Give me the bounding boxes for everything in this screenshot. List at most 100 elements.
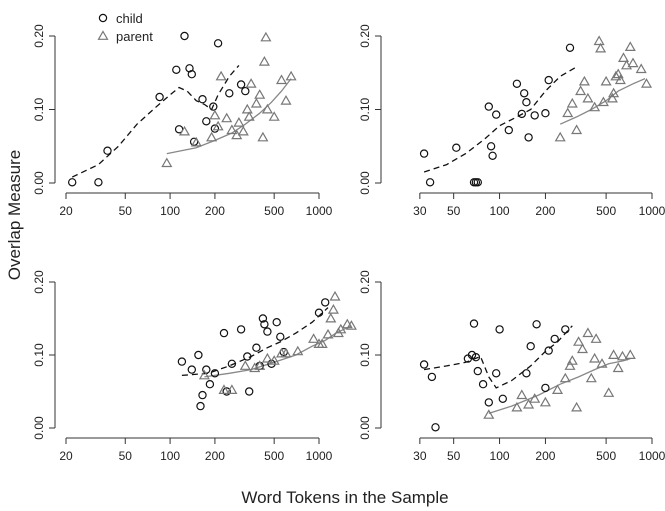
parent-trend-line [559, 78, 646, 125]
child-point [471, 353, 481, 362]
child-point [484, 398, 493, 407]
child-point [498, 394, 507, 403]
child-point [276, 332, 285, 341]
parent-point [620, 59, 633, 70]
child-point [187, 365, 196, 374]
parent-point [261, 352, 273, 363]
x-tick-label: 200 [205, 204, 225, 218]
child-point [177, 357, 187, 366]
x-tick-label: 500 [264, 204, 284, 218]
child-point [544, 75, 553, 85]
legend-parent-label: parent [116, 29, 153, 44]
child-point [431, 423, 440, 432]
child-trend-line [71, 64, 240, 178]
child-point [544, 346, 553, 355]
child-point [565, 43, 575, 53]
parent-point [529, 393, 541, 403]
x-tick-label: 1000 [639, 204, 665, 218]
x-tick-label: 1000 [306, 449, 333, 463]
child-point [517, 109, 527, 119]
parent-point [280, 347, 292, 358]
parent-point [261, 103, 273, 114]
child-point [427, 372, 437, 382]
parent-point [617, 52, 630, 62]
parent-point [325, 312, 337, 323]
x-tick-label: 500 [596, 449, 616, 463]
child-point [205, 380, 215, 389]
parent-point [249, 362, 261, 373]
x-tick-label: 100 [160, 204, 180, 218]
child-point [486, 142, 496, 151]
parent-point [239, 360, 251, 370]
x-tick-label: 200 [535, 449, 555, 463]
legend: child parent [97, 11, 153, 44]
y-tick-label: 0.00 [32, 416, 46, 440]
child-point [526, 342, 535, 351]
legend-child-label: child [116, 11, 143, 26]
child-point [194, 350, 203, 360]
x-tick-label: 200 [205, 449, 225, 463]
parent-point [511, 401, 523, 412]
child-point [419, 149, 429, 158]
x-tick-label: 100 [490, 204, 510, 218]
x-tick-label: 50 [119, 449, 133, 463]
parent-point [221, 112, 233, 123]
parent-point [576, 343, 589, 354]
parent-point [593, 35, 605, 46]
child-point [263, 327, 272, 336]
child-point [425, 178, 435, 187]
parent-point [483, 409, 495, 419]
parent-point [590, 333, 602, 343]
parent-point [292, 345, 304, 356]
parent-point [516, 389, 528, 400]
parent-point [280, 94, 292, 105]
child-point [512, 79, 522, 89]
parent-point [268, 111, 280, 121]
parent-point [523, 398, 535, 409]
parent-point [627, 57, 639, 68]
y-tick-label: 0.20 [32, 24, 46, 48]
parent-point [316, 338, 328, 348]
x-tick-label: 20 [59, 204, 73, 218]
child-point [473, 366, 482, 376]
parent-point [218, 384, 230, 394]
child-point [260, 320, 269, 329]
parent-point [215, 70, 227, 81]
child-point [524, 133, 533, 142]
parent-point [285, 70, 297, 81]
parent-point [245, 78, 257, 88]
x-tick-label: 30 [413, 449, 427, 463]
child-point [419, 360, 429, 369]
child-point [478, 380, 488, 389]
parent-point [308, 333, 320, 343]
parent-point [241, 103, 253, 114]
parent-point [624, 41, 636, 51]
child-point [241, 86, 250, 96]
parent-point [566, 355, 578, 365]
parent-point [250, 97, 262, 108]
panel-top-right: 30 50 100 200 500 1000 0.00 0.10 0.20 [358, 24, 665, 218]
parent-point [571, 401, 583, 412]
child-point [495, 325, 504, 334]
x-tick-label: 50 [119, 204, 133, 218]
child-point [180, 31, 189, 41]
parent-point [226, 384, 238, 394]
child-trend-line [423, 325, 573, 389]
parent-trend-line [166, 78, 292, 155]
parent-point [635, 63, 647, 74]
parent-point [178, 125, 191, 136]
y-tick-label: 0.10 [358, 343, 372, 367]
parent-point [603, 387, 615, 397]
parent-point [582, 327, 594, 338]
parent-point [597, 96, 609, 107]
parent-point [595, 42, 607, 53]
x-tick-label: 50 [447, 204, 461, 218]
parent-point [566, 97, 578, 108]
parent-point [322, 328, 334, 339]
child-point [492, 110, 501, 119]
x-tick-label: 50 [447, 449, 461, 463]
child-point [522, 369, 531, 378]
parent-point [257, 131, 269, 142]
parent-point [612, 68, 624, 79]
